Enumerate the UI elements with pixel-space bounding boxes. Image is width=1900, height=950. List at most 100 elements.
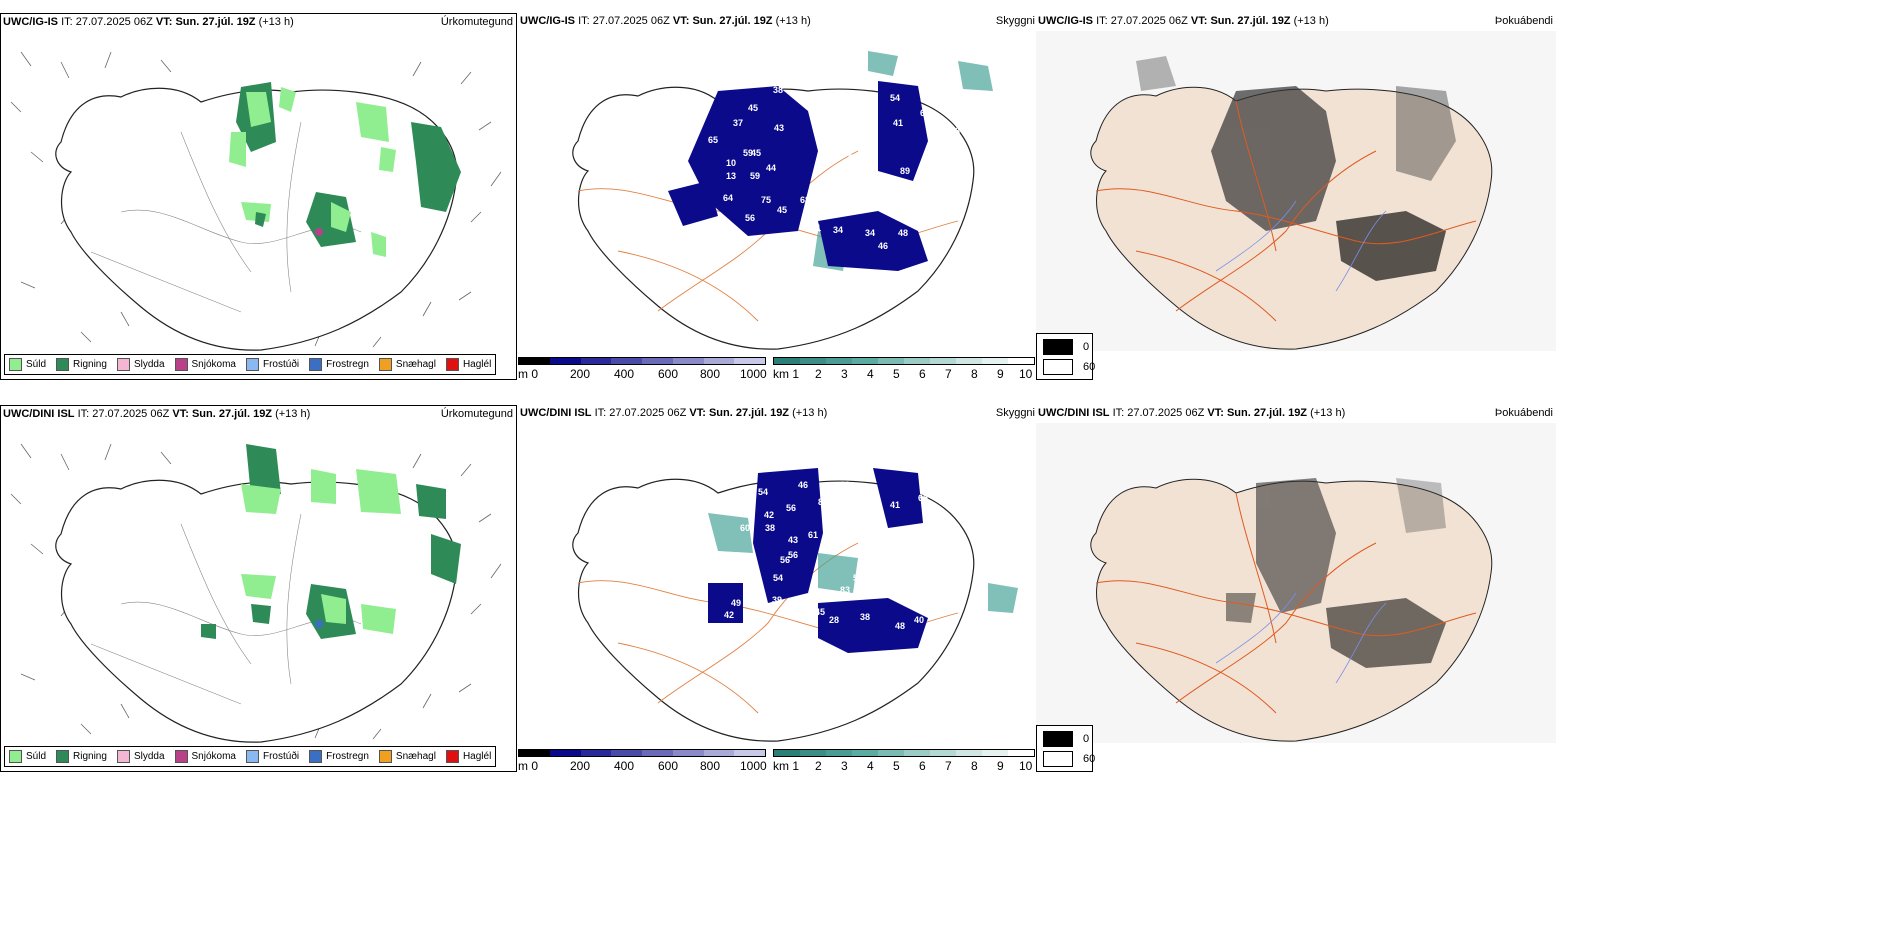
legend-item: Súld <box>9 358 46 371</box>
cloud-base-label: 57 <box>905 595 915 605</box>
legend-swatch <box>174 750 188 763</box>
cloud-base-label: 63 <box>952 560 962 570</box>
rivers <box>1215 592 1387 684</box>
legend-item: Rigning <box>56 358 107 371</box>
panel-header: UWC/DINI ISL IT: 27.07.2025 06Z VT: Sun.… <box>520 407 828 419</box>
cloud-base-label: 34 <box>865 228 875 238</box>
panel-header: UWC/DINI ISL IT: 27.07.2025 06Z VT: Sun.… <box>1038 407 1346 419</box>
cloud-base-scale: m 0 200 400 600 800 1000 <box>518 749 768 779</box>
cloud-base-label: 54 <box>900 208 910 218</box>
cloud-base-areas <box>668 81 928 271</box>
cloud-base-label: 56 <box>745 213 755 223</box>
rivers <box>1215 200 1387 292</box>
cloud-base-label: 45 <box>777 205 787 215</box>
fog-map <box>1036 31 1556 351</box>
legend-item: Snjókoma <box>174 358 236 371</box>
cloud-base-label: 25 <box>898 185 908 195</box>
model-name: UWC/DINI ISL <box>3 408 75 420</box>
legend-item: Snæhagl <box>378 750 436 763</box>
cloud-base-label: 75 <box>761 195 771 205</box>
cloud-base-label: 62 <box>868 173 878 183</box>
panel-title: Skyggni <box>995 15 1035 27</box>
precip-areas <box>201 444 461 639</box>
cloud-base-label: 44 <box>766 163 776 173</box>
cloud-base-label: 10 <box>726 158 736 168</box>
cloud-base-label: 43 <box>774 123 784 133</box>
visibility-areas <box>708 513 1018 613</box>
legend-swatch <box>1043 751 1073 767</box>
cloud-base-label: 48 <box>895 621 905 631</box>
legend-swatch <box>116 358 130 371</box>
cloud-base-label: 65 <box>920 108 930 118</box>
cloud-base-areas <box>708 468 928 653</box>
cloud-base-label: 42 <box>724 610 734 620</box>
cloud-base-label: 65 <box>918 493 928 503</box>
legend-swatch <box>1043 339 1073 355</box>
cloud-base-label: 13 <box>726 171 736 181</box>
panel-title: Skyggni <box>995 407 1035 419</box>
cloud-base-label: 57 <box>856 186 866 196</box>
iceland-coastline <box>572 478 975 742</box>
visibility-scale: km 1 2 3 4 5 6 7 8 9 10 <box>773 749 1035 779</box>
legend-swatch <box>378 358 392 371</box>
panel-title: Þokuábendi <box>1494 15 1553 27</box>
cloud-base-label: 41 <box>811 223 821 233</box>
cloud-base-label: 69 <box>678 236 688 246</box>
lead-time: (+13 h) <box>258 16 294 28</box>
legend-item: Snjókoma <box>174 750 236 763</box>
cloud-base-label: 64 <box>723 193 733 203</box>
cloud-base-label: 16 <box>717 575 727 585</box>
legend-swatch <box>174 358 188 371</box>
fog-panel-bottom: UWC/DINI ISL IT: 27.07.2025 06Z VT: Sun.… <box>1036 405 1556 772</box>
cloud-base-label: 28 <box>829 615 839 625</box>
cloud-base-map: 38 54 65 41 45 37 66 79 82 43 65 59 52 6… <box>572 51 993 350</box>
cloud-base-label: 68 <box>800 195 810 205</box>
cloud-base-label: 52 <box>848 153 858 163</box>
cloud-base-label: 85 <box>953 548 963 558</box>
fog-panel-top: UWC/IG-IS IT: 27.07.2025 06Z VT: Sun. 27… <box>1036 13 1556 380</box>
cloud-base-label: 43 <box>788 535 798 545</box>
fog-legend: 0 60 <box>1036 725 1095 772</box>
legend-swatch <box>1043 359 1073 375</box>
legend-item: Slydda <box>116 750 165 763</box>
cloud-base-label: 45 <box>751 148 761 158</box>
cloud-base-label: 45 <box>815 607 825 617</box>
legend-item: Frostregn <box>309 750 369 763</box>
precip-areas <box>229 82 461 257</box>
cloud-base-label: 56 <box>786 503 796 513</box>
cloud-base-map: 39 46 54 53 41 65 60 42 38 56 56 80 61 3… <box>572 468 1018 742</box>
cloud-base-label: 53 <box>851 505 861 515</box>
cloud-base-label: 39 <box>772 595 782 605</box>
cloud-base-label: 40 <box>758 615 768 625</box>
cloud-base-label: 54 <box>890 93 900 103</box>
legend-swatch <box>245 750 259 763</box>
cloud-base-label: 38 <box>765 523 775 533</box>
cloud-base-label: 51 <box>723 226 733 236</box>
panel-header: UWC/IG-IS IT: 27.07.2025 06Z VT: Sun. 27… <box>3 16 294 28</box>
cloud-base-label: 48 <box>898 228 908 238</box>
cloud-base-values: 38 54 65 41 45 37 66 79 82 43 65 59 52 6… <box>678 85 960 251</box>
roads <box>90 513 362 705</box>
cloud-base-label: 80 <box>818 497 828 507</box>
cloud-base-label: 42 <box>930 138 940 148</box>
cloud-base-label: 40 <box>914 615 924 625</box>
cloud-base-label: 49 <box>731 598 741 608</box>
cloud-base-label: 66 <box>840 113 850 123</box>
legend-item: Snæhagl <box>378 358 436 371</box>
cloud-base-label: 42 <box>764 510 774 520</box>
cloud-base-label: 56 <box>853 573 863 583</box>
cloud-base-label: 61 <box>808 530 818 540</box>
cloud-base-label: 89 <box>900 166 910 176</box>
legend-swatch <box>9 750 22 763</box>
legend-swatch <box>1043 731 1073 747</box>
precip-legend: Súld Rigning Slydda Snjókoma Frostúði Fr… <box>4 354 497 375</box>
legend-swatch <box>378 750 392 763</box>
cloud-base-label: 39 <box>840 480 850 490</box>
cloud-base-label: 37 <box>733 118 743 128</box>
cloud-base-label: 41 <box>893 118 903 128</box>
cloud-base-label: 46 <box>878 241 888 251</box>
precip-legend: Súld Rigning Slydda Snjókoma Frostúði Fr… <box>4 746 497 767</box>
cloud-base-label: 34 <box>833 225 843 235</box>
cloud-base-label: 38 <box>773 85 783 95</box>
legend-swatch <box>9 358 22 371</box>
